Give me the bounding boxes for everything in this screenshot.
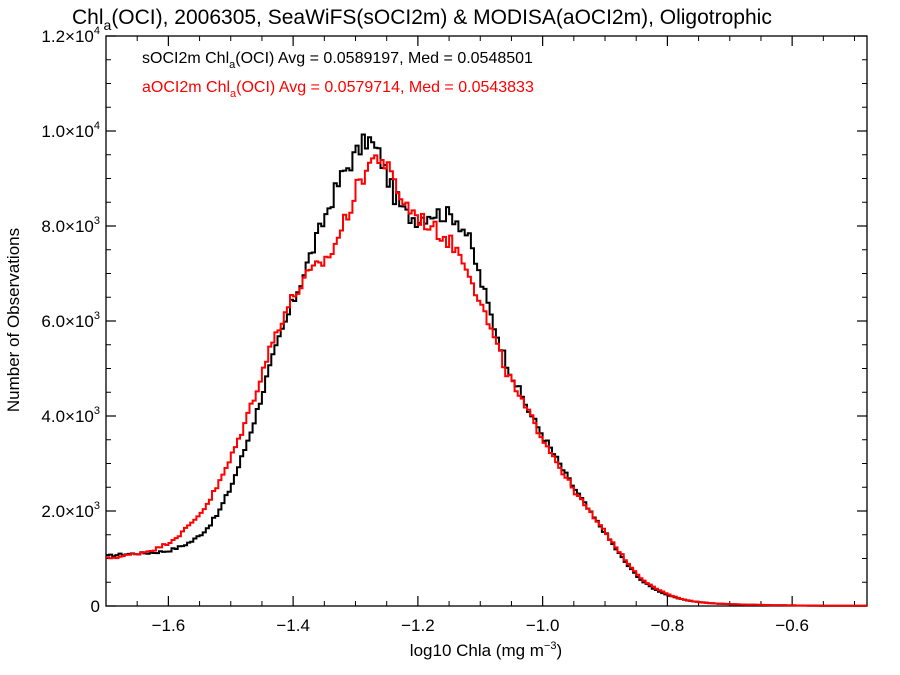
y-tick-label-6: 1.2×104 <box>41 25 100 46</box>
x-tick-label-4: −0.8 <box>651 616 685 635</box>
x-axis-label: log10 Chla (mg m−3) <box>410 640 562 660</box>
y-tick-label-0: 0 <box>91 597 100 616</box>
legend-entry-1: aOCI2m Chla(OCI) Avg = 0.0579714, Med = … <box>142 79 534 100</box>
x-tick-label-5: −0.6 <box>775 616 809 635</box>
chart-title-sub: a <box>104 17 112 33</box>
series-line-0 <box>106 133 867 607</box>
y-tick-label-4: 8.0×103 <box>41 215 100 236</box>
chart-title: Chla(OCI), 2006305, SeaWiFS(sOCI2m) & MO… <box>72 6 772 33</box>
legend-entry-1-sub: a <box>230 88 237 100</box>
x-axis-label-post: ) <box>557 641 563 660</box>
y-tick-label-3: 6.0×103 <box>41 310 100 331</box>
y-tick-label-5: 1.0×104 <box>41 120 100 141</box>
y-tick-label-2: 4.0×103 <box>41 405 100 426</box>
chart-title-pre: Chl <box>72 6 104 29</box>
x-tick-label-0: −1.6 <box>152 616 186 635</box>
x-tick-label-1: −1.4 <box>276 616 310 635</box>
legend-entry-0: sOCI2m Chla(OCI) Avg = 0.0589197, Med = … <box>142 50 533 71</box>
legend: sOCI2m Chla(OCI) Avg = 0.0589197, Med = … <box>142 50 534 100</box>
y-axis-label: Number of Observations <box>4 228 23 412</box>
legend-entry-1-pre: aOCI2m Chl <box>142 79 230 96</box>
x-tick-label-3: −1.0 <box>526 616 560 635</box>
legend-entry-1-post: (OCI) Avg = 0.0579714, Med = 0.0543833 <box>236 79 534 96</box>
y-tick-label-1: 2.0×103 <box>41 500 100 521</box>
x-axis: −1.6 −1.4 −1.2 −1.0 −0.8 −0.6 <box>105 36 856 635</box>
series-line-1 <box>106 154 867 607</box>
x-tick-label-2: −1.2 <box>401 616 435 635</box>
series-group <box>106 133 867 607</box>
y-axis: 0 2.0×103 4.0×103 6.0×103 8.0×103 1.0×104 1.2×… <box>41 25 867 616</box>
x-axis-label-pre: log10 Chla (mg m <box>410 641 544 660</box>
legend-entry-0-sub: a <box>229 59 236 71</box>
legend-entry-0-post: (OCI) Avg = 0.0589197, Med = 0.0548501 <box>235 50 533 67</box>
chart-title-post: (OCI), 2006305, SeaWiFS(sOCI2m) & MODISA… <box>111 6 772 29</box>
legend-entry-0-pre: sOCI2m Chl <box>142 50 229 67</box>
x-axis-label-sup: −3 <box>544 640 557 652</box>
